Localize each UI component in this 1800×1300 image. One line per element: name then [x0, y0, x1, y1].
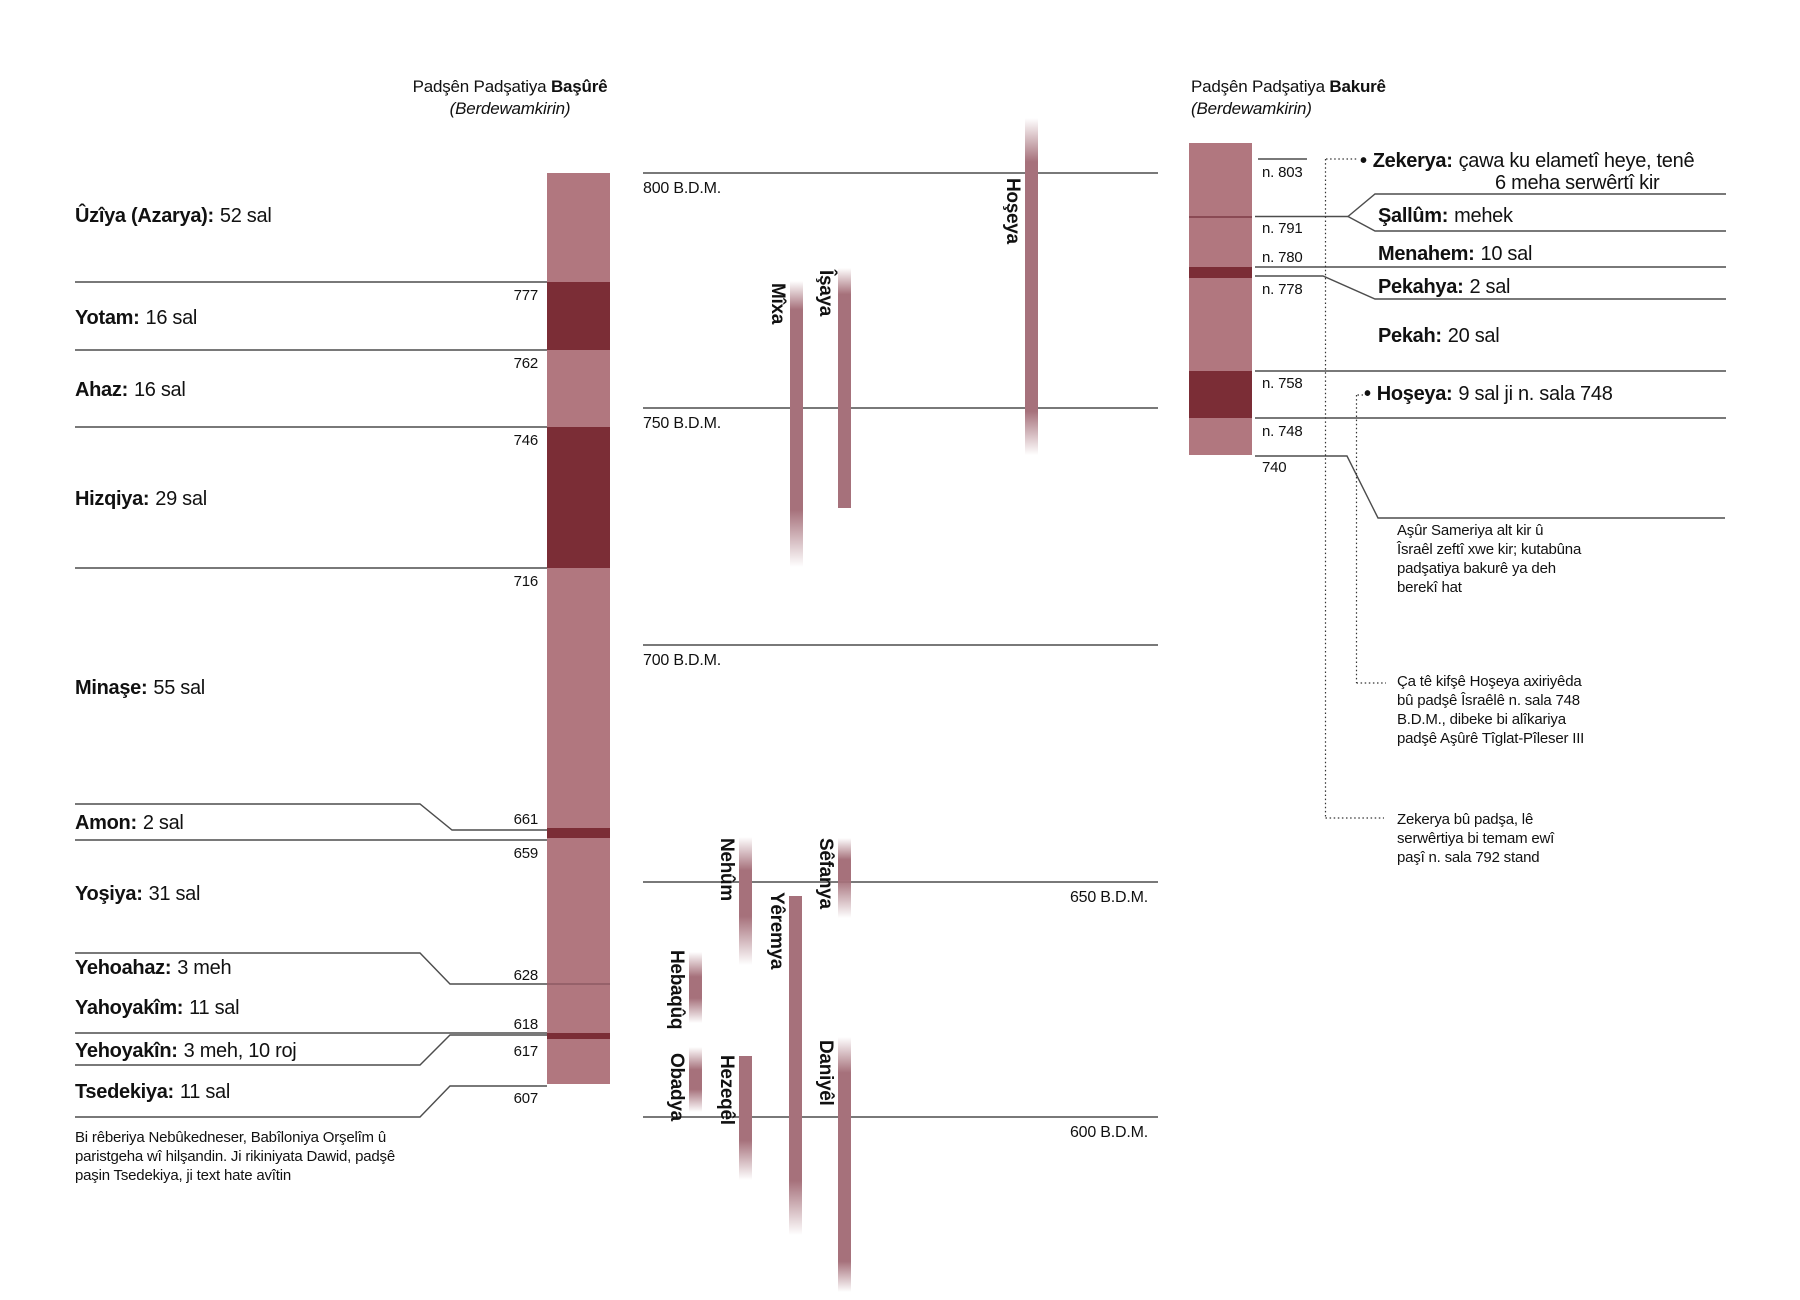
- prophet-label-nehum: Nehûm: [716, 838, 737, 901]
- year-748: n. 748: [1262, 423, 1303, 440]
- year-791: n. 791: [1262, 220, 1303, 237]
- bar-segment-menahem: [1189, 218, 1252, 267]
- year-607: 607: [513, 1090, 539, 1107]
- king-row-tsedekiya: Tsedekiya: 11 sal: [75, 1081, 230, 1103]
- bar-segment-pekahya: [1189, 267, 1252, 278]
- bar-segment-yotam: [547, 282, 610, 350]
- year-780: n. 780: [1262, 249, 1303, 266]
- prophet-label-hezeqel: Hezeqêl: [716, 1055, 737, 1125]
- south-footnote: Bi rêberiya Nebûkedneser, Babîloniya Orş…: [75, 1129, 395, 1184]
- prophet-label-mixa: Mîxa: [767, 283, 788, 325]
- prophet-bar-hoseya: [1025, 118, 1038, 455]
- bar-segment-yehoyakin: [547, 1033, 610, 1039]
- north-kingdom-header: Padşên Padşatiya Bakurê (Berdewamkirin): [1191, 76, 1386, 120]
- note-assyria-conquest: Aşûr Sameriya alt kir û Îsraêl zeftî xwe…: [1397, 522, 1582, 596]
- south-kingdom-title: Padşên Padşatiya Başûrê: [412, 77, 608, 96]
- king-row-pekahya: Pekahya: 2 sal: [1378, 276, 1511, 298]
- king-row-zekerya: • Zekerya: çawa ku elametî heye, tenê: [1360, 150, 1695, 172]
- prophet-bar-obadya: [689, 1047, 702, 1112]
- prophet-bar-nehum: [739, 837, 752, 965]
- year-803: n. 803: [1262, 164, 1303, 181]
- king-row-zekerya-line2: 6 meha serwêrtî kir: [1495, 172, 1660, 194]
- north-kingdom-title: Padşên Padşatiya Bakurê: [1191, 77, 1386, 96]
- north-kingdom-subtitle: (Berdewamkirin): [1191, 99, 1312, 118]
- king-row-amon: Amon: 2 sal: [75, 812, 184, 834]
- prophet-label-isaya: Îşaya: [815, 270, 836, 317]
- year-716: 716: [513, 573, 539, 590]
- bar-segment-748-740: [1189, 418, 1252, 455]
- year-617: 617: [513, 1043, 539, 1060]
- bar-segment-amon: [547, 828, 610, 838]
- year-777: 777: [513, 287, 539, 304]
- year-618: 618: [513, 1016, 539, 1033]
- bar-segment-ahaz: [547, 350, 610, 427]
- north-reign-bar: [1189, 143, 1252, 455]
- bullet-icon: •: [1360, 150, 1367, 172]
- prophet-bar-hezeqel: [739, 1056, 752, 1180]
- bar-segment-yahoyakim: [547, 985, 610, 1033]
- prophet-bar-hebaquq: [689, 952, 702, 1023]
- prophet-label-sefanya: Sêfanya: [815, 838, 836, 909]
- south-reign-bar: [547, 173, 610, 1084]
- note-hoseya-reign: Ça tê kifşê Hoşeya axiriyêda bû padşê Îs…: [1397, 673, 1585, 747]
- king-row-hizqiya: Hizqiya: 29 sal: [75, 488, 207, 510]
- king-row-hoseya: • Hoşeya: 9 sal ji n. sala 748: [1364, 383, 1613, 405]
- prophet-label-hoseya: Hoşeya: [1002, 178, 1023, 244]
- south-kingdom-header: Padşên Padşatiya Başûrê (Berdewamkirin): [398, 76, 622, 120]
- bar-segment-zekerya: [1189, 143, 1252, 218]
- prophet-bar-sefanya: [838, 838, 851, 918]
- year-746: 746: [513, 432, 539, 449]
- bar-segment-pekah: [1189, 278, 1252, 371]
- timeline-label-800: 800 B.D.M.: [643, 180, 722, 197]
- bar-segment-minase: [547, 568, 610, 828]
- note-zekerya-reign: Zekerya bû padşa, lê serwêrtiya bi temam…: [1397, 811, 1555, 866]
- year-628: 628: [513, 967, 539, 984]
- king-row-menahem: Menahem: 10 sal: [1378, 243, 1533, 265]
- bullet-icon: •: [1364, 383, 1371, 405]
- prophet-bar-yeremya: [789, 896, 802, 1235]
- timeline-label-700: 700 B.D.M.: [643, 652, 722, 669]
- prophet-label-yeremya: Yêremya: [766, 892, 787, 970]
- bar-segment-uziya: [547, 173, 610, 282]
- bar-segment-yosiya: [547, 838, 610, 985]
- year-740: 740: [1262, 459, 1287, 476]
- prophet-label-daniyel: Daniyêl: [815, 1040, 836, 1106]
- timeline-label-750: 750 B.D.M.: [643, 415, 722, 432]
- prophet-bar-mixa: [790, 281, 803, 567]
- king-row-ahaz: Ahaz: 16 sal: [75, 379, 186, 401]
- prophet-bar-isaya: [838, 268, 851, 508]
- year-661: 661: [513, 811, 539, 828]
- bar-segment-hizqiya: [547, 427, 610, 568]
- king-row-pekah: Pekah: 20 sal: [1378, 325, 1500, 347]
- king-row-yotam: Yotam: 16 sal: [75, 307, 198, 329]
- king-row-uziya: Ûzîya (Azarya): 52 sal: [75, 205, 272, 227]
- king-row-yahoyakim: Yahoyakîm: 11 sal: [75, 997, 240, 1019]
- bar-segment-hoseya-king: [1189, 371, 1252, 418]
- king-row-sallum: Şallûm: mehek: [1378, 205, 1513, 227]
- prophet-label-obadya: Obadya: [666, 1053, 687, 1121]
- king-row-minase: Minaşe: 55 sal: [75, 677, 205, 699]
- south-kingdom-subtitle: (Berdewamkirin): [449, 99, 571, 118]
- year-758: n. 758: [1262, 375, 1303, 392]
- king-row-yehoahaz: Yehoahaz: 3 meh: [75, 957, 232, 979]
- king-row-yehoyakin: Yehoyakîn: 3 meh, 10 roj: [75, 1040, 297, 1062]
- timeline-label-650: 650 B.D.M.: [1069, 889, 1148, 906]
- year-778: n. 778: [1262, 281, 1303, 298]
- timeline-label-600: 600 B.D.M.: [1069, 1124, 1148, 1141]
- prophet-label-hebaquq: Hebaqûq: [666, 950, 687, 1030]
- king-row-yosiya: Yoşiya: 31 sal: [75, 883, 201, 905]
- year-659: 659: [513, 845, 539, 862]
- prophet-bar-daniyel: [838, 1037, 851, 1292]
- year-762: 762: [513, 355, 539, 372]
- bar-segment-tsedekiya: [547, 1039, 610, 1084]
